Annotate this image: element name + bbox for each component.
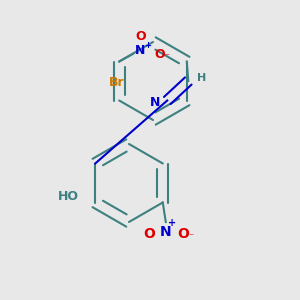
Text: N: N [135, 44, 146, 58]
Text: Br: Br [108, 76, 124, 88]
Text: N: N [149, 95, 160, 109]
Text: N: N [160, 225, 172, 239]
Text: O: O [177, 227, 189, 241]
Text: HO: HO [58, 190, 79, 203]
Text: O: O [154, 47, 165, 61]
Text: ⁻: ⁻ [164, 52, 169, 62]
Text: ⁻: ⁻ [189, 232, 194, 242]
Text: H: H [197, 73, 206, 83]
Text: +: + [168, 218, 176, 229]
Text: +: + [144, 40, 151, 50]
Text: O: O [143, 227, 155, 241]
Text: O: O [135, 29, 146, 43]
